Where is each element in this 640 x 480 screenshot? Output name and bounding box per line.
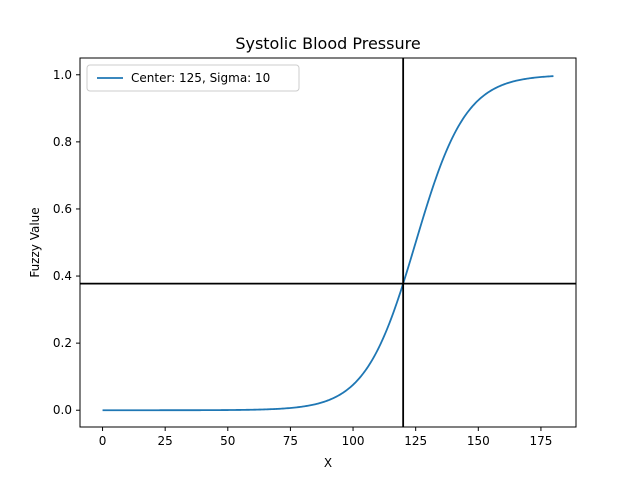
- y-tick-label: 0.0: [53, 403, 72, 417]
- y-axis-ticks: 0.0 0.2 0.4 0.6 0.8 1.0: [53, 68, 80, 417]
- y-tick-label: 0.2: [53, 336, 72, 350]
- axes-frame: [79, 57, 577, 428]
- x-axis-label: X: [324, 456, 332, 470]
- x-tick-label: 75: [283, 434, 298, 448]
- x-tick-label: 100: [342, 434, 365, 448]
- x-tick-label: 50: [220, 434, 235, 448]
- y-axis-label: Fuzzy Value: [28, 207, 42, 277]
- x-tick-label: 25: [158, 434, 173, 448]
- x-tick-label: 175: [529, 434, 552, 448]
- x-tick-label: 150: [467, 434, 490, 448]
- chart-title: Systolic Blood Pressure: [235, 34, 420, 53]
- legend: Center: 125, Sigma: 10: [86, 64, 300, 92]
- y-tick-label: 1.0: [53, 68, 72, 82]
- x-tick-label: 0: [99, 434, 107, 448]
- y-tick-label: 0.8: [53, 135, 72, 149]
- x-axis-ticks: 0 25 50 75 100 125 150 175: [99, 427, 552, 448]
- plot-area: [80, 58, 576, 427]
- axes-background: [80, 58, 576, 427]
- series-line: [102, 75, 554, 412]
- y-tick-label: 0.4: [53, 269, 72, 283]
- x-tick-label: 125: [404, 434, 427, 448]
- legend-label: Center: 125, Sigma: 10: [131, 71, 270, 85]
- legend-box: [86, 64, 300, 92]
- y-tick-label: 0.6: [53, 202, 72, 216]
